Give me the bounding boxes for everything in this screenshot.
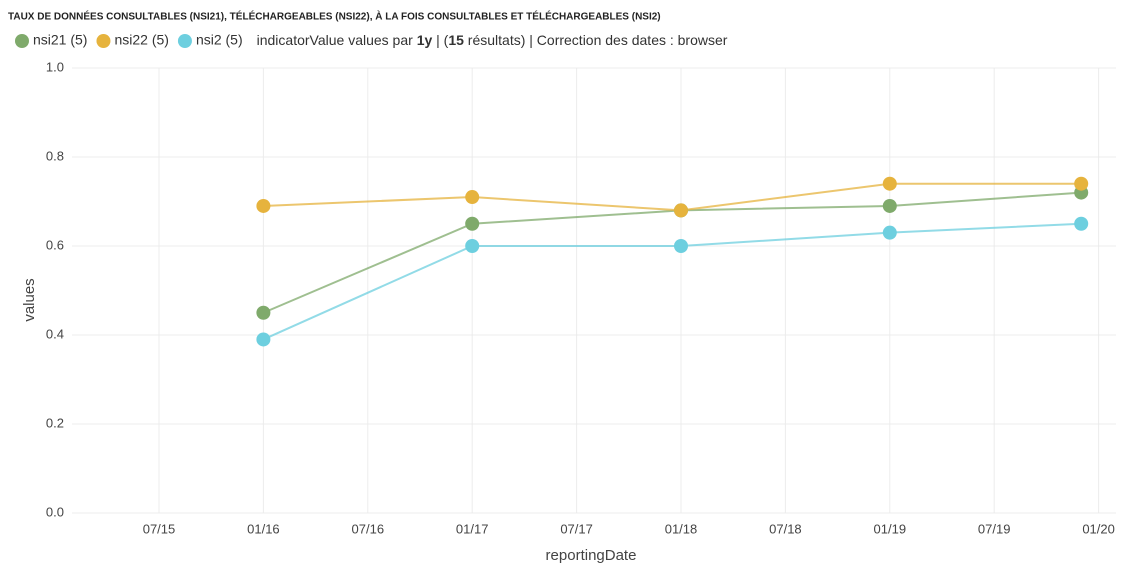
series-line — [262, 222, 1082, 341]
data-point — [882, 225, 897, 240]
data-point — [256, 198, 271, 213]
data-point — [465, 190, 480, 205]
x-tick-label: 01/20 — [1082, 521, 1115, 536]
info-part: résultats) | Correction des dates : brow… — [464, 32, 728, 48]
legend-info: indicatorValue values par 1y | (15 résul… — [257, 32, 728, 48]
legend-label: nsi21 (5) — [33, 32, 87, 48]
data-point — [1074, 176, 1089, 191]
data-point — [882, 198, 897, 213]
y-tick-label: 1.0 — [46, 59, 64, 74]
data-point — [882, 176, 897, 191]
x-tick-label: 07/19 — [978, 521, 1011, 536]
info-part: indicatorValue values par — [257, 32, 417, 48]
y-tick-label: 0.6 — [46, 237, 64, 252]
x-tick-label: 07/17 — [560, 521, 593, 536]
legend-swatch — [15, 34, 29, 48]
x-tick-label: 07/18 — [769, 521, 802, 536]
series-line — [263, 182, 1082, 212]
y-tick-label: 0.4 — [46, 326, 64, 341]
x-tick-label: 01/17 — [456, 521, 489, 536]
chart-title: TAUX DE DONNÉES CONSULTABLES (NSI21), TÉ… — [8, 10, 661, 23]
x-tick-label: 01/16 — [247, 521, 280, 536]
data-point — [674, 203, 688, 218]
data-point — [1074, 216, 1089, 231]
y-tick-label: 0.8 — [46, 148, 64, 163]
x-tick-label: 01/18 — [665, 521, 698, 536]
data-point — [674, 239, 688, 253]
data-point — [256, 305, 271, 320]
legend-swatch — [177, 34, 192, 48]
data-point — [465, 216, 480, 231]
x-tick-label: 07/16 — [352, 521, 385, 536]
legend-label: nsi22 (5) — [114, 32, 168, 48]
data-point — [256, 332, 271, 347]
info-part: 1y — [417, 32, 433, 48]
y-tick-label: 0.2 — [46, 415, 64, 430]
y-axis-title: values — [21, 278, 38, 321]
data-point — [465, 239, 480, 253]
x-axis-title: reportingDate — [546, 547, 637, 564]
legend-swatch — [96, 34, 111, 48]
legend-label: nsi2 (5) — [196, 32, 243, 48]
x-tick-label: 01/19 — [874, 521, 907, 536]
info-part: 15 — [448, 32, 464, 48]
info-part: | ( — [432, 32, 448, 48]
x-tick-label: 07/15 — [143, 521, 176, 536]
y-tick-label: 0.0 — [46, 504, 64, 519]
